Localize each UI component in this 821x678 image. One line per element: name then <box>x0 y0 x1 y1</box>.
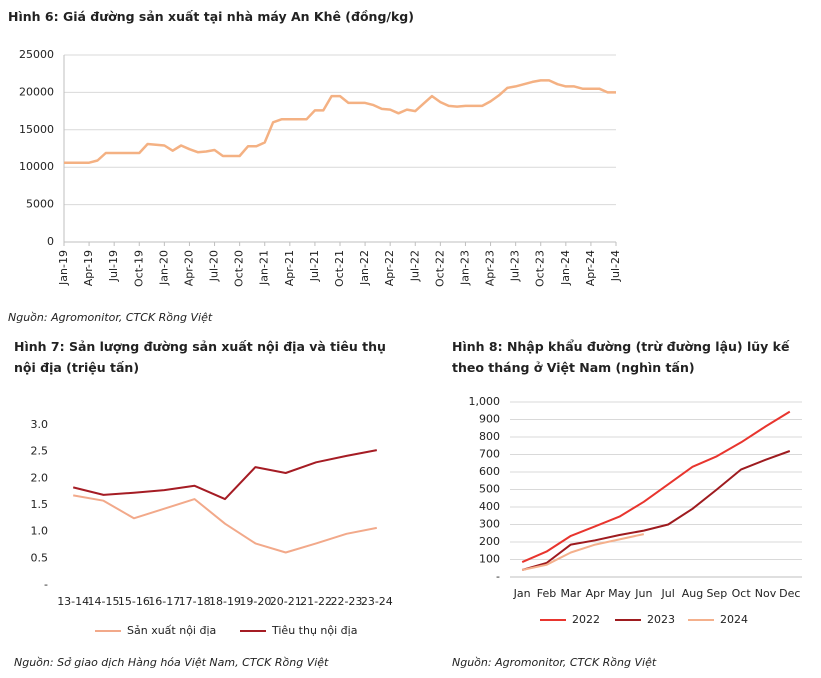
legend-label: 2024 <box>720 613 748 626</box>
y-tick-label: 500 <box>479 483 500 496</box>
x-tick-label: 20-21 <box>270 595 302 608</box>
y-tick-label: 700 <box>479 448 500 461</box>
source: Nguồn: Agromonitor, CTCK Rồng Việt <box>452 656 657 669</box>
x-tick-label: Apr-23 <box>484 250 497 286</box>
chart-title: Hình 7: Sản lượng đường sản xuất nội địa… <box>14 339 386 375</box>
y-tick-label: 0 <box>47 235 54 248</box>
x-tick-label: 19-20 <box>239 595 271 608</box>
x-tick-label: Apr <box>586 587 606 600</box>
y-tick-label: 800 <box>479 430 500 443</box>
x-tick-label: Apr-21 <box>283 250 296 286</box>
x-tick-label: Jan-22 <box>358 250 371 286</box>
x-tick-label: Oct-19 <box>132 250 145 287</box>
y-tick-label: 10000 <box>19 160 54 173</box>
y-tick-label: 200 <box>479 535 500 548</box>
y-tick-label: 400 <box>479 500 500 513</box>
y-tick-label: 1.0 <box>31 525 49 538</box>
x-tick-label: Jan-23 <box>458 250 471 286</box>
y-tick-label: 300 <box>479 518 500 531</box>
y-tick-label: 1,000 <box>469 395 501 408</box>
x-tick-label: Mar <box>560 587 581 600</box>
series-line <box>521 450 791 571</box>
x-tick-label: 13-14 <box>57 595 89 608</box>
series-line <box>73 494 377 554</box>
x-tick-label: Dec <box>779 587 800 600</box>
x-tick-label: 23-24 <box>361 595 393 608</box>
x-tick-label: Oct-21 <box>333 250 346 287</box>
series-line <box>521 533 645 571</box>
x-tick-label: Feb <box>537 587 556 600</box>
x-tick-label: Jul-23 <box>509 250 522 282</box>
source: Nguồn: Agromonitor, CTCK Rồng Việt <box>8 311 213 324</box>
x-tick-label: Jan-24 <box>559 250 572 286</box>
x-tick-label: Apr-24 <box>584 250 597 286</box>
x-tick-label: Oct <box>732 587 752 600</box>
y-tick-label: 15000 <box>19 123 54 136</box>
x-tick-label: Jul-20 <box>208 250 221 282</box>
y-tick-label: 2.0 <box>31 471 49 484</box>
x-tick-label: Jan-21 <box>258 250 271 286</box>
series-line <box>521 410 791 564</box>
x-tick-label: Jul-24 <box>609 250 622 282</box>
x-tick-label: Oct-22 <box>433 250 446 287</box>
series-line <box>72 449 377 501</box>
x-tick-label: 18-19 <box>209 595 241 608</box>
legend-label: 2023 <box>647 613 675 626</box>
legend-label: Sản xuất nội địa <box>127 624 216 637</box>
y-tick-label: - <box>496 570 500 583</box>
x-tick-label: Aug <box>682 587 703 600</box>
x-tick-label: 22-23 <box>330 595 362 608</box>
x-tick-label: Oct-23 <box>534 250 547 287</box>
y-tick-label: 900 <box>479 413 500 426</box>
x-tick-label: May <box>608 587 631 600</box>
x-tick-label: Sep <box>706 587 727 600</box>
x-tick-label: 21-22 <box>300 595 332 608</box>
y-tick-label: 25000 <box>19 48 54 61</box>
x-tick-label: Apr-19 <box>82 250 95 286</box>
legend-label: 2022 <box>572 613 600 626</box>
x-tick-label: Jul <box>661 587 675 600</box>
x-tick-label: Jan-20 <box>157 250 170 286</box>
y-tick-label: 0.5 <box>31 551 49 564</box>
x-tick-label: Apr-20 <box>182 250 195 286</box>
y-tick-label: 100 <box>479 553 500 566</box>
x-tick-label: 17-18 <box>179 595 211 608</box>
x-tick-label: Nov <box>755 587 777 600</box>
y-tick-label: 600 <box>479 465 500 478</box>
y-tick-label: 5000 <box>26 198 54 211</box>
x-tick-label: Jun <box>634 587 652 600</box>
x-tick-label: Apr-22 <box>383 250 396 286</box>
x-tick-label: 16-17 <box>148 595 180 608</box>
x-tick-label: Jan-19 <box>57 250 70 286</box>
x-tick-label: Jul-19 <box>107 250 120 282</box>
y-tick-label: 2.5 <box>31 445 49 458</box>
y-tick-label: - <box>44 578 48 591</box>
series-line <box>64 79 616 164</box>
x-tick-label: Jul-22 <box>408 250 421 282</box>
y-tick-label: 1.5 <box>31 498 49 511</box>
chart-title: Hình 6: Giá đường sản xuất tại nhà máy A… <box>8 9 414 24</box>
x-tick-label: Oct-20 <box>233 250 246 287</box>
x-tick-label: 14-15 <box>88 595 120 608</box>
y-tick-label: 3.0 <box>31 418 49 431</box>
x-tick-label: Jul-21 <box>308 250 321 282</box>
y-tick-label: 20000 <box>19 85 54 98</box>
x-tick-label: 15-16 <box>118 595 150 608</box>
chart-title: Hình 8: Nhập khẩu đường (trừ đường lậu) … <box>452 339 790 375</box>
x-tick-label: Jan <box>513 587 531 600</box>
legend-label: Tiêu thụ nội địa <box>271 624 357 637</box>
source: Nguồn: Sở giao dịch Hàng hóa Việt Nam, C… <box>14 656 329 669</box>
